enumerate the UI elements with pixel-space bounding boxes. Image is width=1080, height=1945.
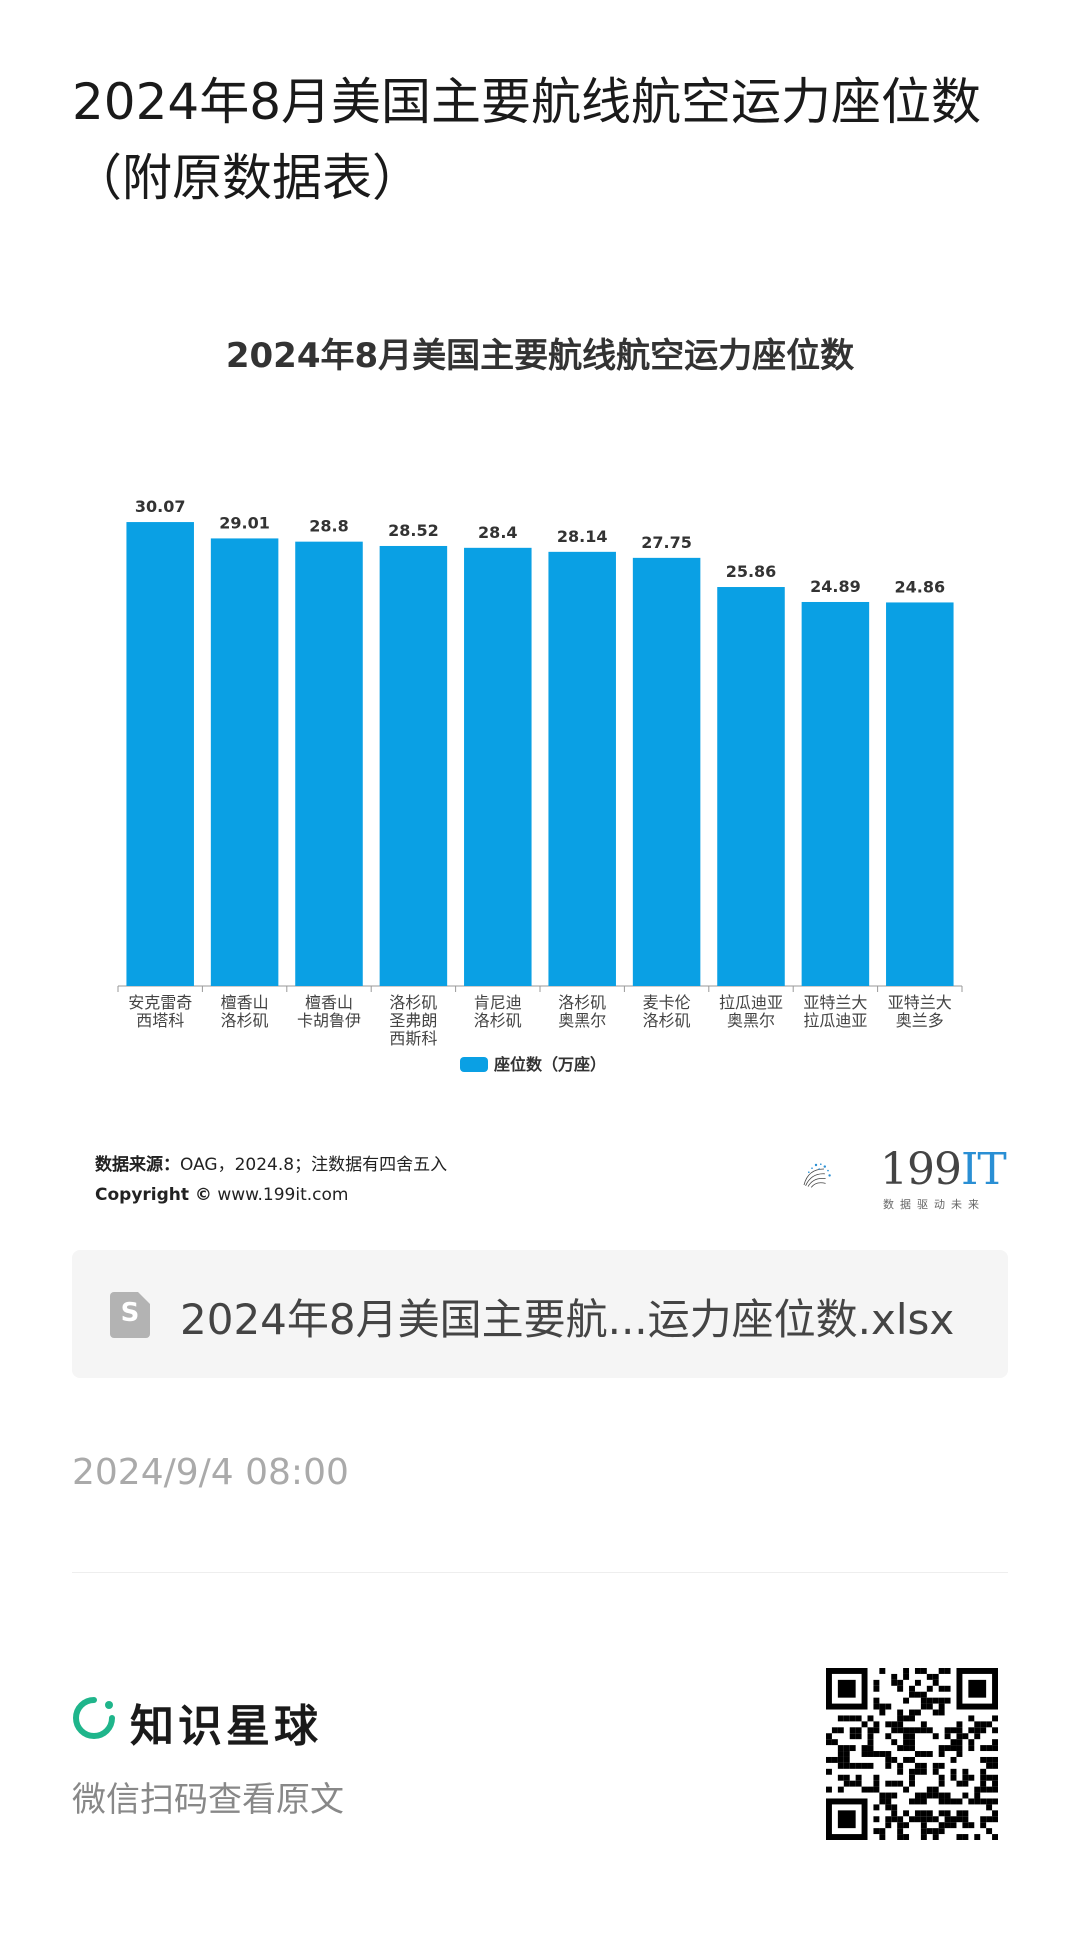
category-label-3-2: 西斯科 bbox=[389, 1029, 437, 1048]
category-label-2-1: 卡胡鲁伊 bbox=[297, 1011, 361, 1030]
bar-5 bbox=[548, 551, 616, 986]
category-label-0-0: 安克雷奇 bbox=[128, 993, 192, 1012]
category-label-6-1: 洛杉矶 bbox=[643, 1011, 691, 1030]
bar-6 bbox=[632, 557, 701, 986]
source-label: 数据来源： bbox=[95, 1155, 180, 1175]
bar-1 bbox=[210, 538, 279, 986]
category-label-3-0: 洛杉矶 bbox=[389, 993, 437, 1012]
data-label-2: 28.8 bbox=[309, 517, 348, 536]
category-label-7-0: 拉瓜迪亚 bbox=[719, 993, 783, 1012]
bar-0 bbox=[126, 522, 194, 986]
source-text: OAG，2024.8；注数据有四舍五入 bbox=[180, 1155, 448, 1175]
section-divider bbox=[72, 1572, 1008, 1573]
data-label-8: 24.89 bbox=[810, 577, 861, 596]
category-label-4-0: 肯尼迪 bbox=[474, 993, 522, 1012]
category-label-1-1: 洛杉矶 bbox=[221, 1011, 269, 1030]
category-label-8-1: 拉瓜迪亚 bbox=[803, 1011, 867, 1030]
category-label-2-0: 檀香山 bbox=[305, 993, 353, 1012]
bar-8 bbox=[801, 601, 870, 986]
category-label-3-1: 圣弗朗 bbox=[389, 1011, 437, 1030]
legend-swatch bbox=[460, 1057, 488, 1072]
bar-7 bbox=[717, 587, 785, 986]
data-source-note: 数据来源：OAG，2024.8；注数据有四舍五入 Copyright © www… bbox=[95, 1150, 447, 1210]
category-label-6-0: 麦卡伦 bbox=[643, 993, 691, 1012]
spreadsheet-icon: S bbox=[110, 1292, 150, 1338]
data-label-7: 25.86 bbox=[726, 562, 777, 581]
bar-3 bbox=[379, 545, 448, 986]
data-label-9: 24.86 bbox=[894, 577, 945, 596]
chart-title: 2024年8月美国主要航线航空运力座位数 bbox=[225, 336, 855, 376]
legend-label: 座位数（万座） bbox=[493, 1055, 606, 1074]
attachment-file-name: 2024年8月美国主要航...运力座位数.xlsx bbox=[180, 1295, 955, 1344]
category-label-8-0: 亚特兰大 bbox=[803, 993, 867, 1012]
bar-4 bbox=[464, 547, 532, 986]
data-label-1: 29.01 bbox=[219, 513, 270, 532]
zhishi-planet-logo-icon bbox=[73, 1697, 115, 1739]
bar-chart: 30.07安克雷奇西塔科29.01檀香山洛杉矶28.8檀香山卡胡鲁伊28.52洛… bbox=[117, 497, 963, 1074]
article-title: 2024年8月美国主要航线航空运力座位数 （附原数据表） bbox=[72, 73, 982, 207]
category-label-0-1: 西塔科 bbox=[136, 1011, 184, 1030]
chart-card: 2024年8月美国主要航线航空运力座位数 30.07 安克雷奇 西塔科 29.01 檀香… bbox=[72, 300, 1008, 1230]
category-label-1-0: 檀香山 bbox=[221, 993, 269, 1012]
category-label-9-0: 亚特兰大 bbox=[888, 993, 952, 1012]
category-label-7-1: 奥黑尔 bbox=[727, 1011, 775, 1030]
bar-2 bbox=[295, 541, 363, 986]
category-label-5-0: 洛杉矶 bbox=[558, 993, 606, 1012]
planet-name: 知识星球 bbox=[130, 1701, 322, 1752]
scan-hint: 微信扫码查看原文 bbox=[72, 1780, 344, 1820]
bar-9 bbox=[886, 602, 954, 986]
data-label-5: 28.14 bbox=[557, 527, 608, 546]
publish-timestamp: 2024/9/4 08:00 bbox=[72, 1452, 349, 1493]
category-label-4-1: 洛杉矶 bbox=[474, 1011, 522, 1030]
data-label-0: 30.07 bbox=[135, 497, 186, 516]
brand-slogan: 数据驱动未来 bbox=[883, 1198, 985, 1211]
copyright-text: www.199it.com bbox=[211, 1185, 349, 1205]
copyright-label: Copyright © bbox=[95, 1185, 212, 1205]
category-label-5-1: 奥黑尔 bbox=[558, 1011, 606, 1030]
qr-code-icon[interactable] bbox=[826, 1668, 998, 1840]
brand-dots-logo-icon bbox=[803, 1163, 831, 1188]
data-label-4: 28.4 bbox=[478, 523, 517, 542]
brand-wordmark: 199IT bbox=[880, 1144, 1007, 1195]
data-label-6: 27.75 bbox=[641, 533, 692, 552]
category-label-9-1: 奥兰多 bbox=[896, 1011, 944, 1030]
attachment-file-card[interactable]: S 2024年8月美国主要航...运力座位数.xlsx bbox=[72, 1250, 1008, 1378]
data-label-3: 28.52 bbox=[388, 521, 439, 540]
